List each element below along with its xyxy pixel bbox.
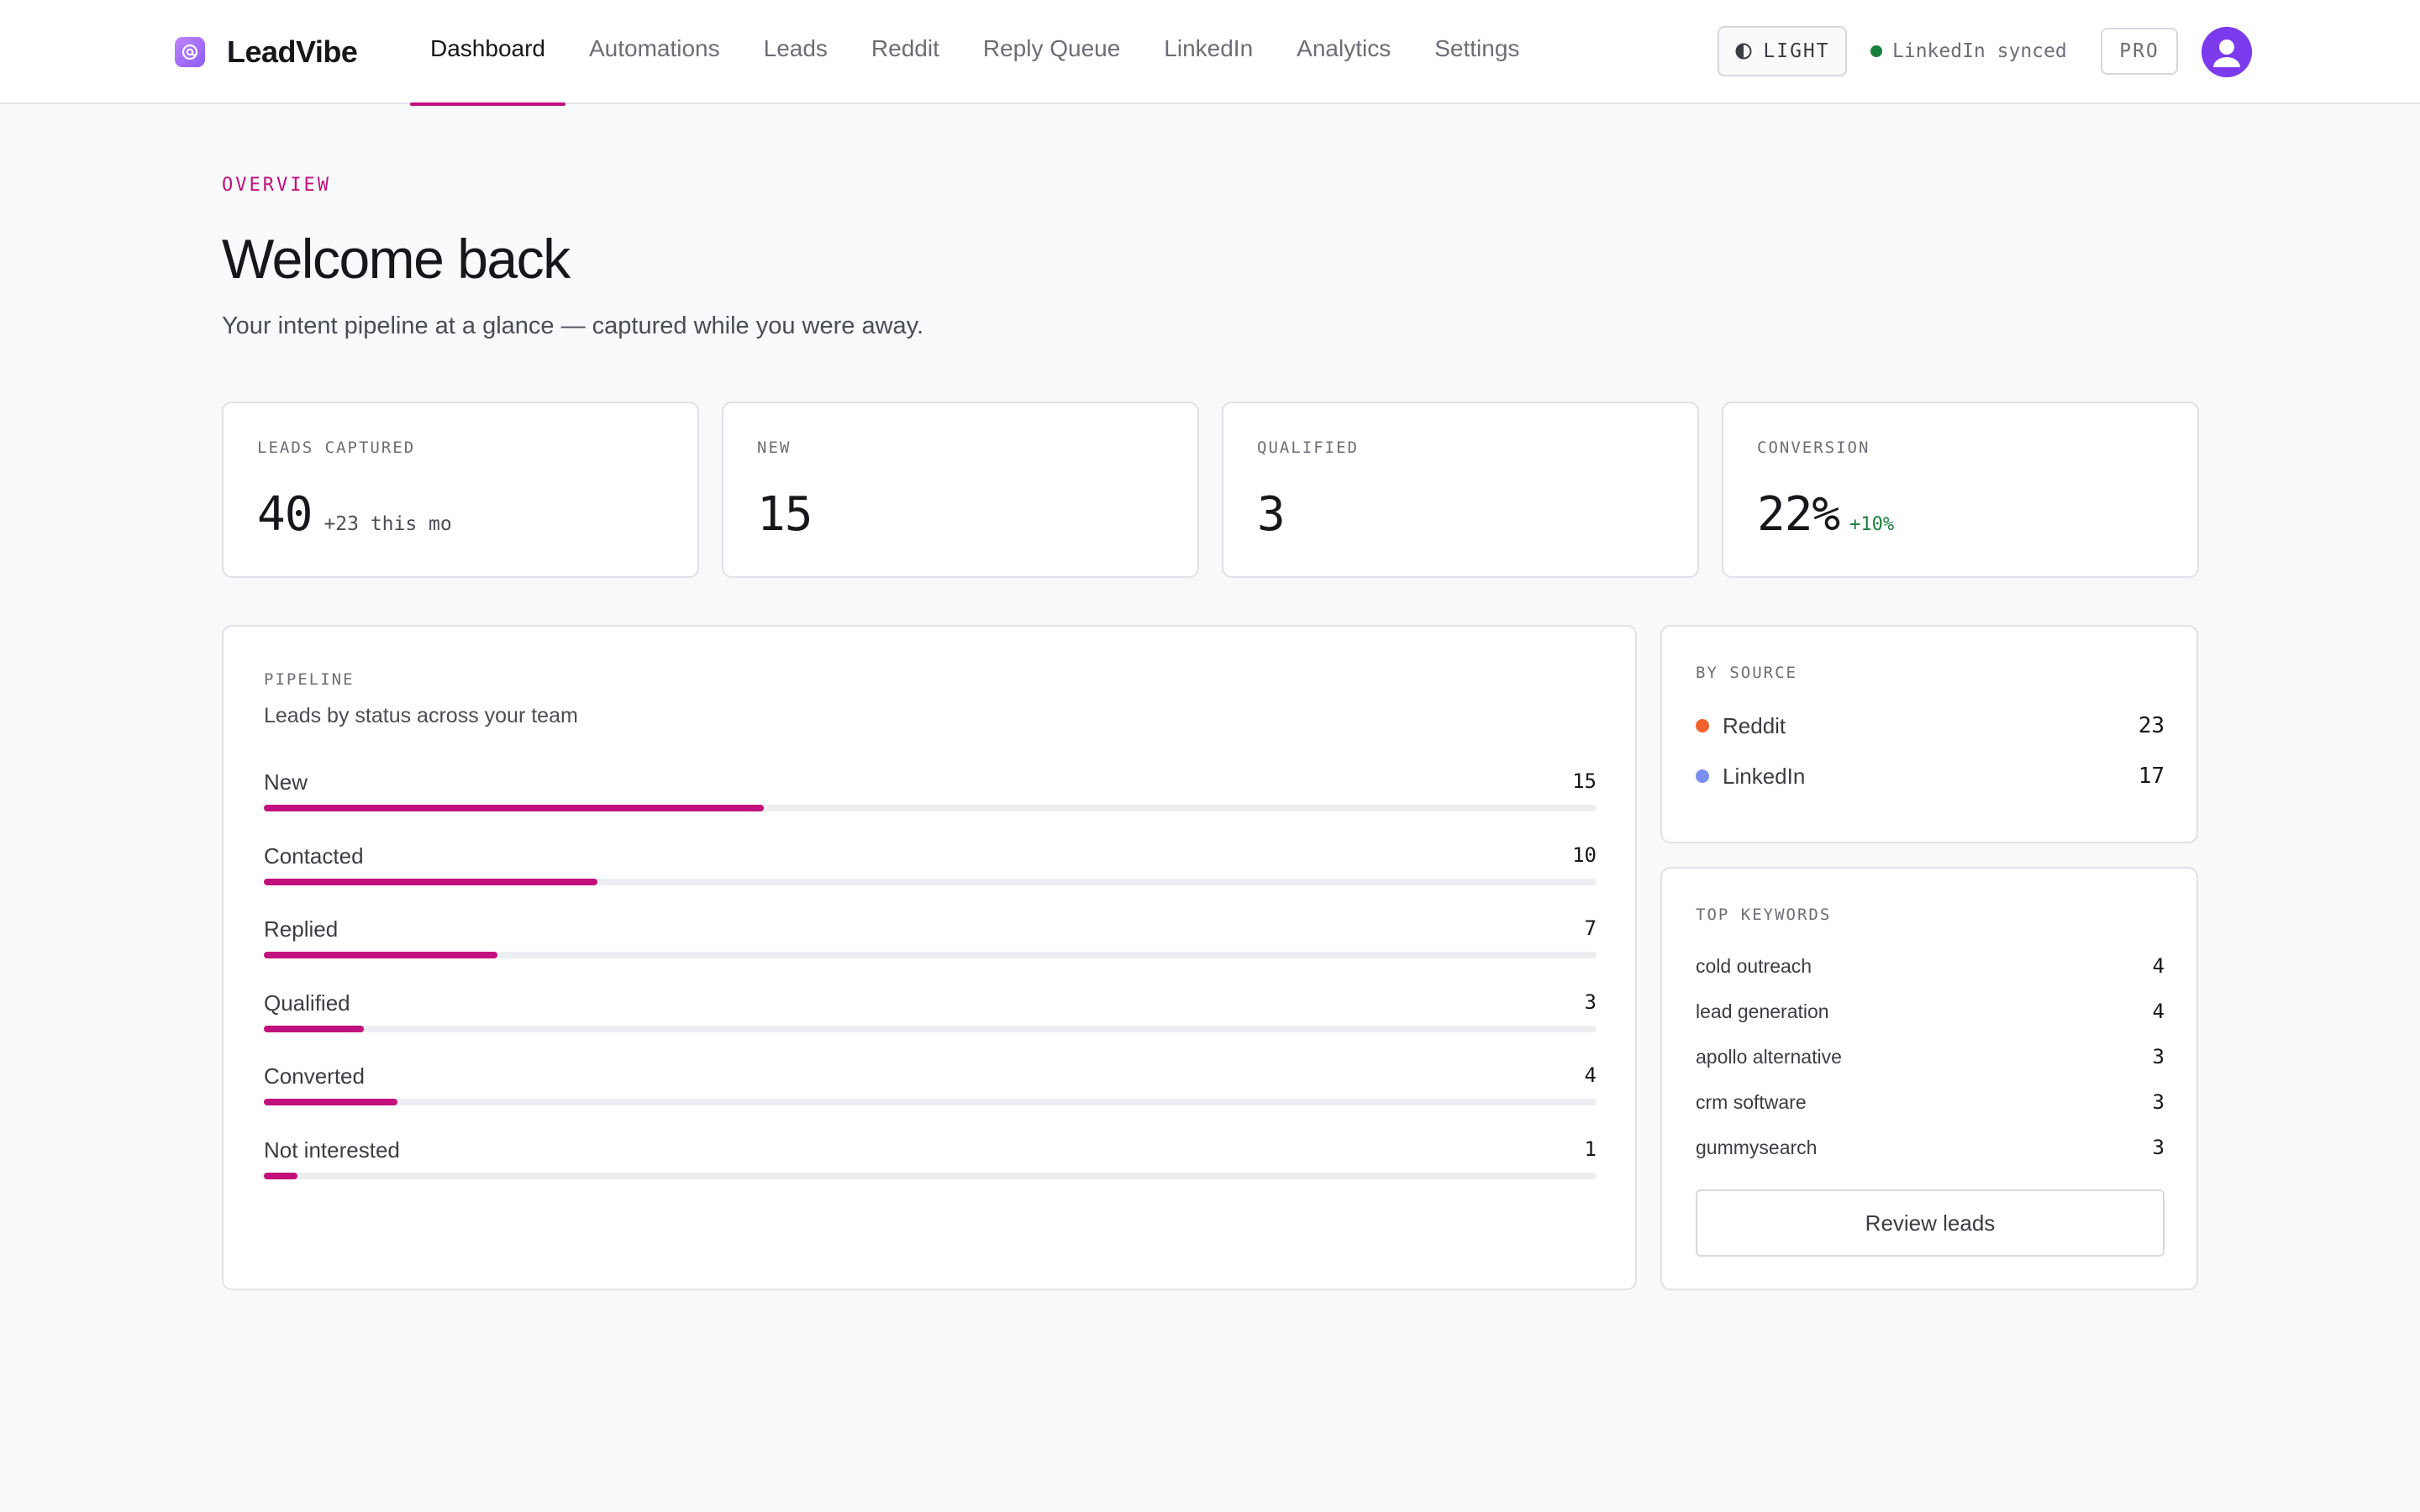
status-dot-icon: [1870, 45, 1882, 57]
pipeline-bar-track: [264, 1026, 1597, 1032]
source-count: 23: [2138, 713, 2165, 738]
theme-toggle-label: LIGHT: [1763, 40, 1830, 62]
page-title: Welcome back: [222, 228, 571, 290]
panel-label: BY SOURCE: [1696, 664, 1797, 682]
pipeline-status-count: 4: [1584, 1063, 1597, 1087]
keyword-count: 3: [2152, 1090, 2165, 1114]
brand-name: LeadVibe: [227, 34, 358, 69]
pipeline-row-replied: Replied 7: [264, 916, 1597, 967]
source-row-linkedin: LinkedIn 17: [1696, 761, 2165, 791]
brand-logo-icon: [175, 37, 205, 67]
source-name: LinkedIn: [1723, 763, 1806, 789]
source-name: Reddit: [1723, 712, 1786, 738]
theme-toggle-button[interactable]: LIGHT: [1718, 26, 1847, 76]
nav-settings[interactable]: Settings: [1434, 35, 1520, 61]
keyword-row: lead generation 4: [1696, 998, 2165, 1025]
keyword-name: gummysearch: [1696, 1136, 1818, 1158]
stat-card-conversion: CONVERSION 22% +10%: [1722, 402, 2199, 578]
page-eyebrow: OVERVIEW: [222, 175, 331, 196]
stat-value: 15: [757, 487, 813, 542]
pipeline-status-count: 15: [1572, 769, 1597, 793]
stat-label: LEADS CAPTURED: [257, 438, 416, 457]
pipeline-caption: Leads by status across your team: [264, 704, 578, 727]
nav-reddit[interactable]: Reddit: [871, 35, 939, 61]
pipeline-status-label: Contacted: [264, 843, 364, 869]
pipeline-status-label: Replied: [264, 916, 339, 942]
keyword-count: 3: [2152, 1136, 2165, 1159]
keyword-name: lead generation: [1696, 1000, 1829, 1022]
user-avatar-icon[interactable]: [2202, 27, 2252, 77]
pipeline-status-count: 1: [1584, 1137, 1597, 1161]
pipeline-bar-track: [264, 879, 1597, 885]
pipeline-bar-fill: [264, 805, 764, 811]
pipeline-status-label: Converted: [264, 1063, 365, 1089]
review-leads-button[interactable]: Review leads: [1696, 1189, 2165, 1257]
stat-value: 3: [1257, 487, 1286, 542]
pipeline-bar-track: [264, 805, 1597, 811]
stat-label: CONVERSION: [1757, 438, 1870, 457]
page-subtitle: Your intent pipeline at a glance — captu…: [222, 312, 924, 339]
pipeline-bar-track: [264, 1099, 1597, 1105]
pipeline-bar-fill: [264, 1026, 364, 1032]
source-count: 17: [2138, 764, 2165, 789]
pipeline-status-count: 7: [1584, 916, 1597, 940]
keyword-name: apollo alternative: [1696, 1045, 1842, 1068]
top-header: LeadVibe Dashboard Automations Leads Red…: [0, 0, 2420, 106]
keyword-row: cold outreach 4: [1696, 953, 2165, 979]
pipeline-bar-fill: [264, 1099, 397, 1105]
pipeline-row-qualified: Qualified 3: [264, 990, 1597, 1041]
stat-card-qualified: QUALIFIED 3: [1222, 402, 1699, 578]
reddit-dot-icon: [1696, 719, 1709, 732]
keyword-count: 4: [2152, 954, 2165, 978]
stat-card-new: NEW 15: [722, 402, 1199, 578]
pipeline-row-not-interested: Not interested 1: [264, 1137, 1597, 1188]
brand[interactable]: LeadVibe: [175, 34, 358, 69]
panel-label: TOP KEYWORDS: [1696, 906, 1832, 924]
keyword-count: 3: [2152, 1045, 2165, 1068]
pipeline-bar-track: [264, 1173, 1597, 1179]
pipeline-panel: PIPELINE Leads by status across your tea…: [222, 625, 1637, 1290]
nav-analytics[interactable]: Analytics: [1297, 35, 1392, 61]
linkedin-dot-icon: [1696, 769, 1709, 783]
pipeline-row-contacted: Contacted 10: [264, 843, 1597, 894]
stat-value: 40: [257, 487, 313, 542]
nav-reply-queue[interactable]: Reply Queue: [982, 35, 1121, 61]
stat-label: NEW: [757, 438, 792, 457]
pipeline-row-new: New 15: [264, 769, 1597, 820]
pipeline-status-count: 3: [1584, 990, 1597, 1014]
pipeline-status-count: 10: [1572, 843, 1597, 867]
plan-badge: PRO: [2101, 28, 2178, 75]
pipeline-status-label: New: [264, 769, 308, 795]
keyword-name: crm software: [1696, 1090, 1807, 1113]
nav-leads[interactable]: Leads: [763, 35, 828, 61]
main-nav: Dashboard Automations Leads Reddit Reply…: [408, 0, 1541, 106]
contrast-icon: [1735, 43, 1752, 60]
sync-status: LinkedIn synced: [1870, 37, 2067, 66]
top-keywords-panel: TOP KEYWORDS cold outreach 4 lead genera…: [1660, 867, 2198, 1290]
nav-automations[interactable]: Automations: [588, 35, 720, 61]
source-row-reddit: Reddit 23: [1696, 711, 2165, 741]
nav-dashboard[interactable]: Dashboard: [408, 0, 567, 106]
pipeline-status-label: Qualified: [264, 990, 350, 1016]
stat-label: QUALIFIED: [1257, 438, 1359, 457]
pipeline-bar-track: [264, 952, 1597, 958]
keyword-count: 4: [2152, 1000, 2165, 1023]
pipeline-row-converted: Converted 4: [264, 1063, 1597, 1114]
pipeline-bar-fill: [264, 1173, 297, 1179]
pipeline-bar-fill: [264, 879, 597, 885]
keyword-row: gummysearch 3: [1696, 1134, 2165, 1161]
by-source-panel: BY SOURCE Reddit 23 LinkedIn 17: [1660, 625, 2198, 843]
stat-value: 22%: [1757, 487, 1840, 542]
stat-delta: +23 this mo: [324, 513, 452, 535]
keyword-row: crm software 3: [1696, 1089, 2165, 1116]
stat-card-leads-captured: LEADS CAPTURED 40 +23 this mo: [222, 402, 699, 578]
keyword-row: apollo alternative 3: [1696, 1043, 2165, 1070]
pipeline-status-label: Not interested: [264, 1137, 400, 1163]
sync-status-label: LinkedIn synced: [1892, 40, 2067, 62]
keyword-name: cold outreach: [1696, 954, 1812, 977]
stat-delta: +10%: [1849, 514, 1895, 535]
panel-label: PIPELINE: [264, 670, 355, 689]
pipeline-bar-fill: [264, 952, 497, 958]
nav-linkedin[interactable]: LinkedIn: [1164, 35, 1254, 61]
